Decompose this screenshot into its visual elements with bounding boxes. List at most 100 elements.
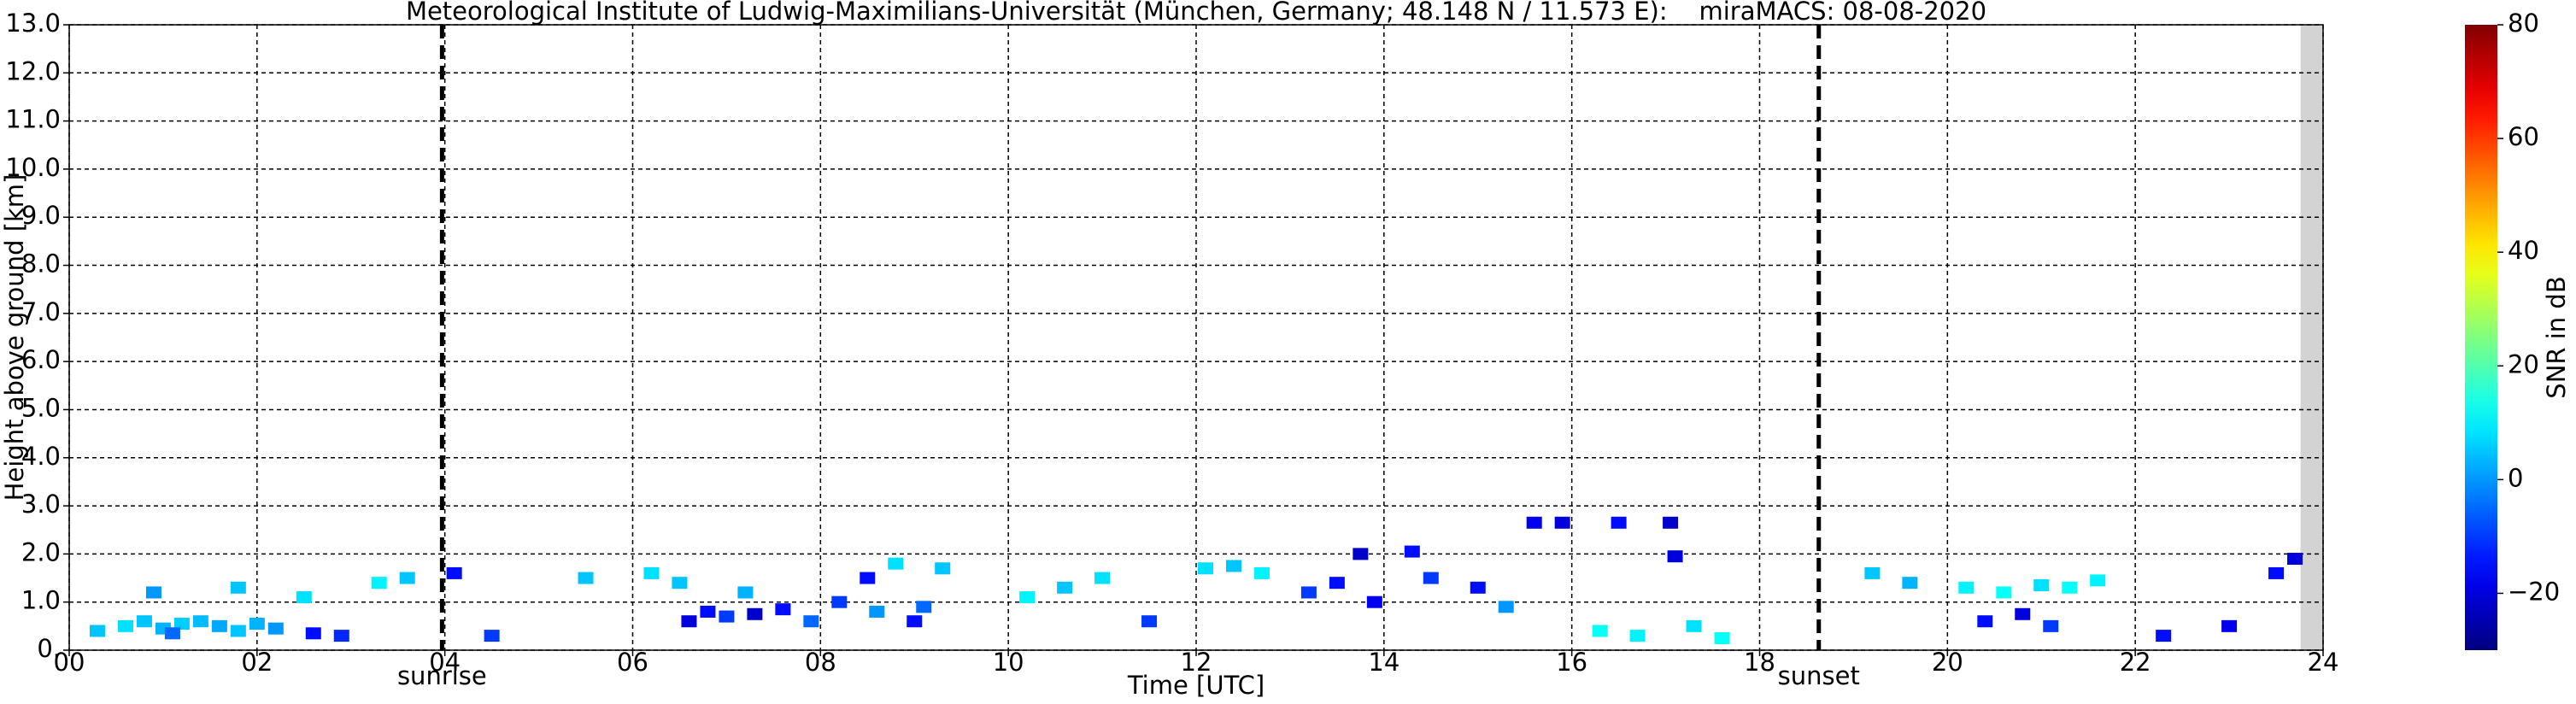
echo	[2015, 607, 2031, 620]
y-tick-label: 5.0	[21, 393, 61, 422]
y-tick-label: 6.0	[21, 345, 61, 374]
echo	[1902, 577, 1918, 590]
echo	[860, 572, 876, 584]
echo	[1019, 591, 1036, 604]
echo	[2090, 574, 2106, 587]
echo	[1423, 572, 1439, 584]
echo	[747, 607, 763, 620]
echo	[1498, 601, 1514, 613]
echo	[1225, 560, 1241, 572]
echo	[249, 618, 265, 631]
y-tick-label: 9.0	[21, 201, 61, 230]
colorbar-tick-label: 20	[2508, 349, 2539, 378]
echo	[446, 566, 462, 579]
colorbar-tick-label: 80	[2508, 9, 2539, 38]
echo	[2033, 578, 2050, 591]
x-tick-label: 08	[805, 648, 836, 677]
x-tick-label: 18	[1744, 648, 1775, 677]
echo	[333, 630, 349, 642]
x-tick-label: 14	[1368, 648, 1399, 677]
x-tick-label: 12	[1181, 648, 1212, 677]
echo	[775, 603, 791, 616]
echo	[1526, 516, 1542, 529]
echo	[1629, 630, 1646, 642]
echo	[211, 619, 227, 632]
echo	[1667, 550, 1683, 563]
echo	[136, 615, 152, 628]
y-tick-label: 1.0	[21, 586, 61, 615]
x-axis-label: Time [UTC]	[1127, 671, 1265, 700]
no-data-region	[2300, 25, 2323, 650]
y-tick-label: 8.0	[21, 249, 61, 279]
echo	[192, 615, 208, 628]
x-tick-label: 06	[617, 648, 648, 677]
echo	[888, 557, 904, 570]
echo	[1404, 545, 1420, 558]
echo	[1141, 615, 1158, 628]
echo	[1057, 581, 1073, 594]
echo	[1300, 586, 1317, 599]
echo	[305, 627, 321, 640]
echo	[935, 562, 951, 575]
echo	[1611, 516, 1627, 529]
echo	[643, 566, 660, 579]
echo	[672, 577, 688, 590]
echo	[831, 595, 848, 608]
echo	[916, 601, 932, 613]
echo	[230, 625, 246, 637]
echo	[700, 605, 716, 618]
y-tick-label: 11.0	[5, 105, 61, 134]
echo	[1686, 619, 1702, 632]
echo	[1554, 516, 1570, 529]
chart-title: Meteorological Institute of Ludwig-Maxim…	[406, 0, 1986, 26]
echo	[1470, 581, 1486, 594]
echo	[296, 591, 312, 604]
echo	[2287, 553, 2303, 566]
y-tick-label: 2.0	[21, 537, 61, 566]
x-tick-label: 10	[993, 648, 1024, 677]
echo	[1094, 572, 1111, 584]
echo	[719, 610, 735, 623]
plot-frame	[68, 24, 2324, 651]
echo	[1253, 566, 1270, 579]
y-tick-label: 10.0	[5, 153, 61, 182]
echo	[681, 615, 697, 628]
x-tick-label: 04	[429, 648, 461, 677]
echo	[737, 586, 754, 599]
y-tick-label: 7.0	[21, 297, 61, 326]
colorbar-label: SNR in dB	[2542, 276, 2571, 398]
echo	[484, 630, 500, 642]
echo	[1329, 577, 1345, 590]
x-tick-label: 00	[54, 648, 85, 677]
x-tick-label: 24	[2308, 648, 2339, 677]
echo	[907, 615, 923, 628]
echo	[1353, 548, 1369, 560]
echo	[1714, 631, 1730, 644]
echo	[2156, 630, 2172, 642]
colorbar	[2465, 25, 2497, 650]
x-tick-label: 20	[1932, 648, 1963, 677]
echo	[578, 572, 594, 584]
echo	[1996, 586, 2012, 599]
y-tick-label: 0.	[37, 634, 61, 663]
echo	[2268, 566, 2285, 579]
echo	[1977, 615, 1993, 628]
echo	[1663, 516, 1679, 529]
echo	[145, 586, 161, 599]
echo	[1366, 595, 1382, 608]
y-axis-label: Height above ground [km]	[0, 174, 29, 502]
colorbar-tick-label: 60	[2508, 122, 2539, 151]
echo	[2062, 581, 2078, 594]
x-tick-label: 22	[2120, 648, 2151, 677]
x-tick-label: 02	[241, 648, 273, 677]
echo	[399, 572, 415, 584]
annotation-label: sunrise	[397, 661, 487, 690]
echo	[803, 615, 819, 628]
colorbar-tick-label: 40	[2508, 236, 2539, 265]
echo	[2043, 619, 2059, 632]
colorbar-tick-label: 0	[2508, 463, 2523, 492]
echo	[117, 619, 133, 632]
echo	[89, 625, 105, 637]
echo	[1592, 625, 1608, 637]
